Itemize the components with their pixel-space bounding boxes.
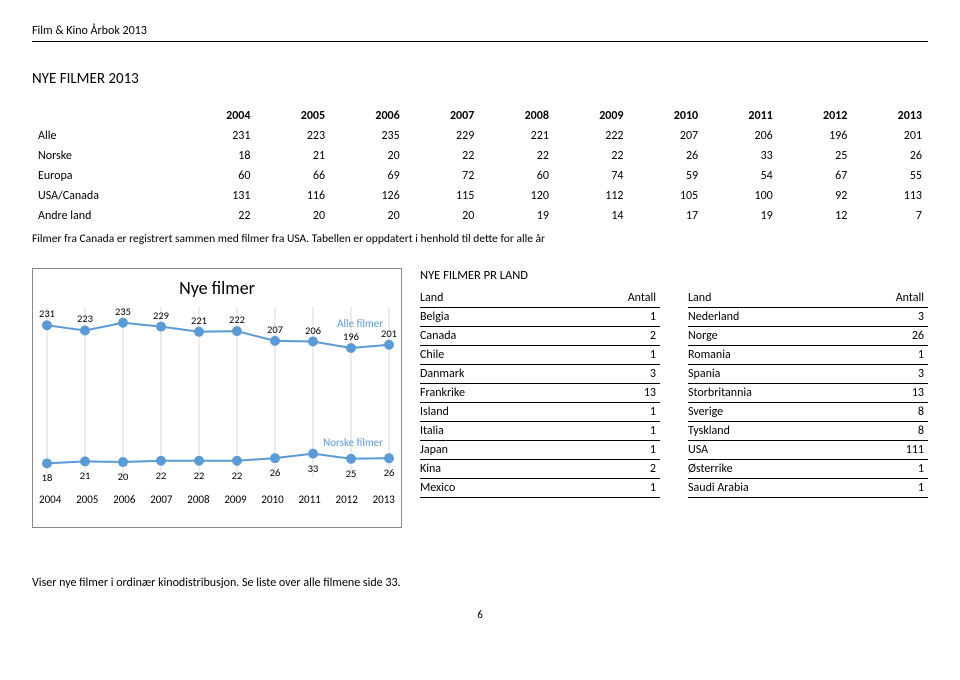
- chart-x-axis: 2004 2005 2006 2007 2008 2009 2010 2011 2012 2013: [33, 489, 401, 506]
- year-col: 2006: [331, 106, 406, 126]
- bottom-note: Viser nye filmer i ordinær kinodistribus…: [32, 576, 928, 590]
- chart-value-label: 235: [115, 305, 131, 318]
- page-number: 6: [32, 608, 928, 621]
- section-title: NYE FILMER 2013: [32, 70, 928, 88]
- chart-nye-filmer: Nye filmer 231 223 235 229 221 222 207 206 196 20…: [32, 268, 402, 528]
- year-col: 2010: [630, 106, 705, 126]
- table-row: Japan1: [420, 441, 660, 460]
- chart-value-label: 22: [232, 469, 243, 482]
- prland-title: NYE FILMER PR LAND: [420, 268, 928, 283]
- table-row: USA111: [688, 441, 928, 460]
- year-col: 2012: [779, 106, 854, 126]
- chart-value-label: 18: [42, 471, 53, 484]
- doc-header: Film & Kino Årbok 2013: [32, 24, 928, 42]
- prland-table-left: Land Antall Belgia1Canada2Chile1Danmark3…: [420, 289, 660, 498]
- chart-x-label: 2008: [187, 493, 209, 506]
- chart-value-label: 201: [381, 327, 397, 340]
- chart-value-label: 231: [39, 307, 55, 320]
- chart-title: Nye filmer: [33, 277, 401, 299]
- chart-x-label: 2012: [336, 493, 358, 506]
- chart-value-label: 26: [270, 466, 281, 479]
- prland-table-right: Land Antall Nederland3Norge26Romania1Spa…: [688, 289, 928, 498]
- chart-value-label: 229: [153, 309, 169, 322]
- chart-x-label: 2010: [261, 493, 283, 506]
- table-row: Norge26: [688, 327, 928, 346]
- chart-value-label: 207: [267, 323, 283, 336]
- chart-x-label: 2007: [150, 493, 172, 506]
- chart-series-label: Norske filmer: [323, 436, 383, 449]
- table-row: Storbritannia13: [688, 384, 928, 403]
- table-row: Kina2: [420, 460, 660, 479]
- table-row: Italia1: [420, 422, 660, 441]
- table-row: Chile1: [420, 346, 660, 365]
- chart-value-label: 221: [191, 314, 207, 327]
- table-row: Romania1: [688, 346, 928, 365]
- table-row: Europa60666972607459546755: [32, 166, 928, 186]
- table-row: Tyskland8: [688, 422, 928, 441]
- table-row: USA/Canada13111612611512011210510092113: [32, 186, 928, 206]
- year-col: 2004: [182, 106, 257, 126]
- chart-value-label: 22: [156, 469, 167, 482]
- chart-value-label: 20: [118, 470, 129, 483]
- table-row: Alle231223235229221222207206196201: [32, 126, 928, 146]
- main-table: 2004200520062007200820092010201120122013…: [32, 106, 928, 226]
- prland-col-antall: Antall: [565, 289, 660, 308]
- table-row: Sverige8: [688, 403, 928, 422]
- table-row: Østerrike1: [688, 460, 928, 479]
- table-row: Norske18212022222226332526: [32, 146, 928, 166]
- table-row: Danmark3: [420, 365, 660, 384]
- table-row: Nederland3: [688, 308, 928, 327]
- chart-series-label: Alle filmer: [337, 317, 383, 330]
- chart-value-label: 196: [343, 330, 359, 343]
- chart-x-label: 2011: [298, 493, 320, 506]
- table-row: Island1: [420, 403, 660, 422]
- chart-value-label: 206: [305, 324, 321, 337]
- chart-value-label: 22: [194, 469, 205, 482]
- chart-x-label: 2009: [224, 493, 246, 506]
- year-col: 2007: [406, 106, 481, 126]
- table-footnote: Filmer fra Canada er registrert sammen m…: [32, 232, 928, 246]
- table-row: Canada2: [420, 327, 660, 346]
- year-col: 2013: [853, 106, 928, 126]
- table-row: Belgia1: [420, 308, 660, 327]
- chart-value-label: 21: [80, 469, 91, 482]
- chart-x-label: 2006: [113, 493, 135, 506]
- chart-value-label: 222: [229, 313, 245, 326]
- prland-col-antall: Antall: [851, 289, 928, 308]
- prland-col-land: Land: [688, 289, 851, 308]
- table-row: Frankrike13: [420, 384, 660, 403]
- year-col: 2011: [704, 106, 779, 126]
- chart-value-label: 25: [346, 467, 357, 480]
- chart-x-label: 2013: [373, 493, 395, 506]
- year-col: 2009: [555, 106, 630, 126]
- prland-col-land: Land: [420, 289, 565, 308]
- chart-value-label: 26: [384, 466, 395, 479]
- chart-x-label: 2004: [39, 493, 61, 506]
- table-row: Saudi Arabia1: [688, 479, 928, 498]
- chart-value-label: 223: [77, 312, 93, 325]
- year-col: 2008: [480, 106, 555, 126]
- table-row: Spania3: [688, 365, 928, 384]
- table-row: Andre land2220202019141719127: [32, 206, 928, 226]
- table-row: Mexico1: [420, 479, 660, 498]
- chart-x-label: 2005: [76, 493, 98, 506]
- chart-value-label: 33: [308, 462, 319, 475]
- year-col: 2005: [256, 106, 331, 126]
